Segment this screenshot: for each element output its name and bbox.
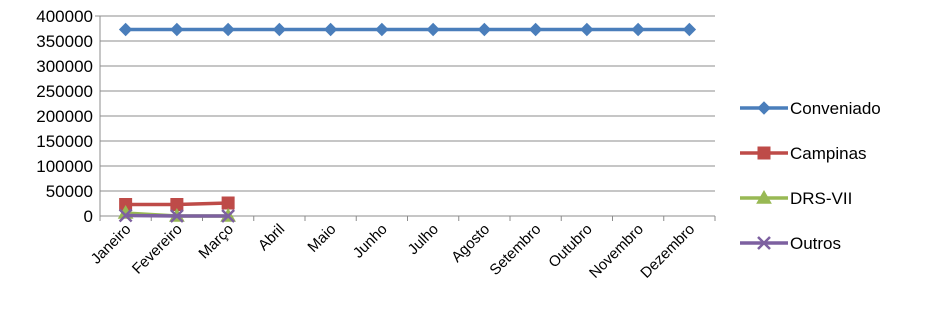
x-tick-label: Fevereiro [129,221,186,278]
y-tick-label: 0 [84,207,93,226]
x-tick-label: Setembro [486,221,544,279]
legend: Conveniado Campinas DRS-VII Outros [740,99,881,253]
legend-label: Conveniado [790,99,881,118]
x-tick-label: Novembro [586,221,647,282]
legend-marker [757,146,771,160]
legend-item-conveniado: Conveniado [740,99,881,118]
data-point-outros [118,208,133,223]
data-point-conveniado [170,22,184,37]
legend-item-outros: Outros [740,234,841,253]
series-drs-vii [117,204,236,222]
series-layer [117,22,697,223]
y-tick-label: 150000 [36,132,93,151]
series-outros [118,208,236,223]
axes [95,15,716,221]
data-point-conveniado [528,22,543,37]
data-point-conveniado [631,22,645,37]
legend-label: DRS-VII [790,189,852,208]
gridlines [100,15,715,192]
x-tick-label: Agosto [448,221,493,266]
data-point-conveniado [682,22,697,37]
y-tick-label: 300000 [36,57,93,76]
legend-label: Outros [790,234,841,253]
legend-label: Campinas [790,144,867,163]
data-point-conveniado [118,22,133,37]
data-point-outros [169,209,184,223]
x-tick-label: Junho [350,221,391,262]
data-point-conveniado [272,22,287,37]
x-tick-label: Dezembro [637,221,698,282]
y-tick-label: 350000 [36,32,93,51]
data-point-conveniado [221,22,235,37]
y-tick-label: 200000 [36,107,93,126]
x-tick-label: Janeiro [88,221,135,268]
data-point-outros [221,209,236,223]
x-tick-label: Julho [405,221,442,258]
y-tick-label: 100000 [36,157,93,176]
series-conveniado [118,22,697,37]
legend-marker [756,189,772,204]
y-tick-label: 250000 [36,82,93,101]
legend-marker [757,101,771,115]
data-point-conveniado [426,22,440,37]
data-point-conveniado [375,22,389,37]
x-tick-label: Outubro [545,221,595,271]
x-tick-label: Março [195,221,236,262]
legend-item-campinas: Campinas [740,144,867,163]
x-tick-label: Abril [255,221,288,254]
y-tick-labels: 400000 350000 300000 250000 200000 150000 1000… [36,7,93,226]
legend-item-drs-vii: DRS-VII [740,189,852,208]
y-tick-label: 400000 [36,7,93,26]
data-point-conveniado [580,22,594,37]
legend-marker [757,236,771,250]
data-point-campinas [221,196,235,210]
data-point-conveniado [323,22,338,37]
data-point-conveniado [477,22,492,37]
y-tick-label: 50000 [46,182,93,201]
x-tick-label: Maio [304,221,339,256]
